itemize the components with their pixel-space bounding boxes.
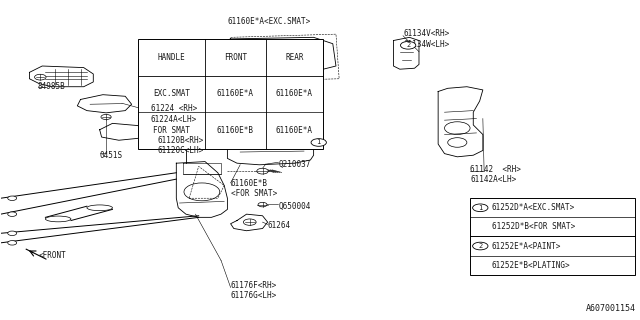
Text: HANDLE: HANDLE xyxy=(157,53,186,62)
Circle shape xyxy=(8,231,17,236)
Text: 61160E*A: 61160E*A xyxy=(276,89,313,98)
Text: 2: 2 xyxy=(406,42,410,48)
Text: 61160E*A<EXC.SMAT>: 61160E*A<EXC.SMAT> xyxy=(227,17,310,26)
Text: 61252D*A<EXC.SMAT>: 61252D*A<EXC.SMAT> xyxy=(492,203,575,212)
Text: REAR: REAR xyxy=(285,53,304,62)
Text: 61224 <RH>
61224A<LH>: 61224 <RH> 61224A<LH> xyxy=(151,104,197,124)
Text: 61252E*B<PLATING>: 61252E*B<PLATING> xyxy=(492,261,570,270)
Ellipse shape xyxy=(87,205,113,211)
Text: 61142  <RH>
61142A<LH>: 61142 <RH> 61142A<LH> xyxy=(470,164,521,184)
Text: 1: 1 xyxy=(478,205,483,211)
Circle shape xyxy=(401,42,416,49)
Text: 2: 2 xyxy=(478,243,483,249)
Text: EXC.SMAT: EXC.SMAT xyxy=(153,89,190,98)
Text: 61160E*A: 61160E*A xyxy=(217,89,254,98)
Text: 1: 1 xyxy=(317,140,321,146)
Text: 61120B<RH>
61120C<LH>: 61120B<RH> 61120C<LH> xyxy=(157,136,204,156)
Circle shape xyxy=(472,204,488,212)
Circle shape xyxy=(257,168,268,174)
Circle shape xyxy=(472,242,488,250)
Text: <FRONT: <FRONT xyxy=(39,251,67,260)
Circle shape xyxy=(8,212,17,216)
Text: Q210037: Q210037 xyxy=(278,160,311,169)
Text: FRONT: FRONT xyxy=(224,53,247,62)
Circle shape xyxy=(101,115,111,120)
Text: 61252D*B<FOR SMAT>: 61252D*B<FOR SMAT> xyxy=(492,222,575,231)
Ellipse shape xyxy=(45,216,71,222)
Circle shape xyxy=(35,74,46,80)
Text: 61160E*B: 61160E*B xyxy=(217,126,254,135)
Text: 61264: 61264 xyxy=(268,221,291,230)
Circle shape xyxy=(8,241,17,245)
Text: 61252E*A<PAINT>: 61252E*A<PAINT> xyxy=(492,242,561,251)
Circle shape xyxy=(258,202,267,207)
Text: Q650004: Q650004 xyxy=(278,202,311,211)
Text: 0451S: 0451S xyxy=(100,151,123,160)
Circle shape xyxy=(8,196,17,200)
Text: 61176F<RH>
61176G<LH>: 61176F<RH> 61176G<LH> xyxy=(230,281,277,300)
Text: 61134V<RH>
61134W<LH>: 61134V<RH> 61134W<LH> xyxy=(403,29,449,49)
Text: FOR SMAT: FOR SMAT xyxy=(153,126,190,135)
Bar xyxy=(470,198,635,275)
Circle shape xyxy=(243,219,256,225)
Bar xyxy=(138,39,323,149)
Text: A607001154: A607001154 xyxy=(586,304,636,313)
Text: 61160E*A: 61160E*A xyxy=(276,126,313,135)
Circle shape xyxy=(311,139,326,146)
Text: 84985B: 84985B xyxy=(38,82,65,91)
Text: 61160E*B
<FOR SMAT>: 61160E*B <FOR SMAT> xyxy=(230,179,277,198)
